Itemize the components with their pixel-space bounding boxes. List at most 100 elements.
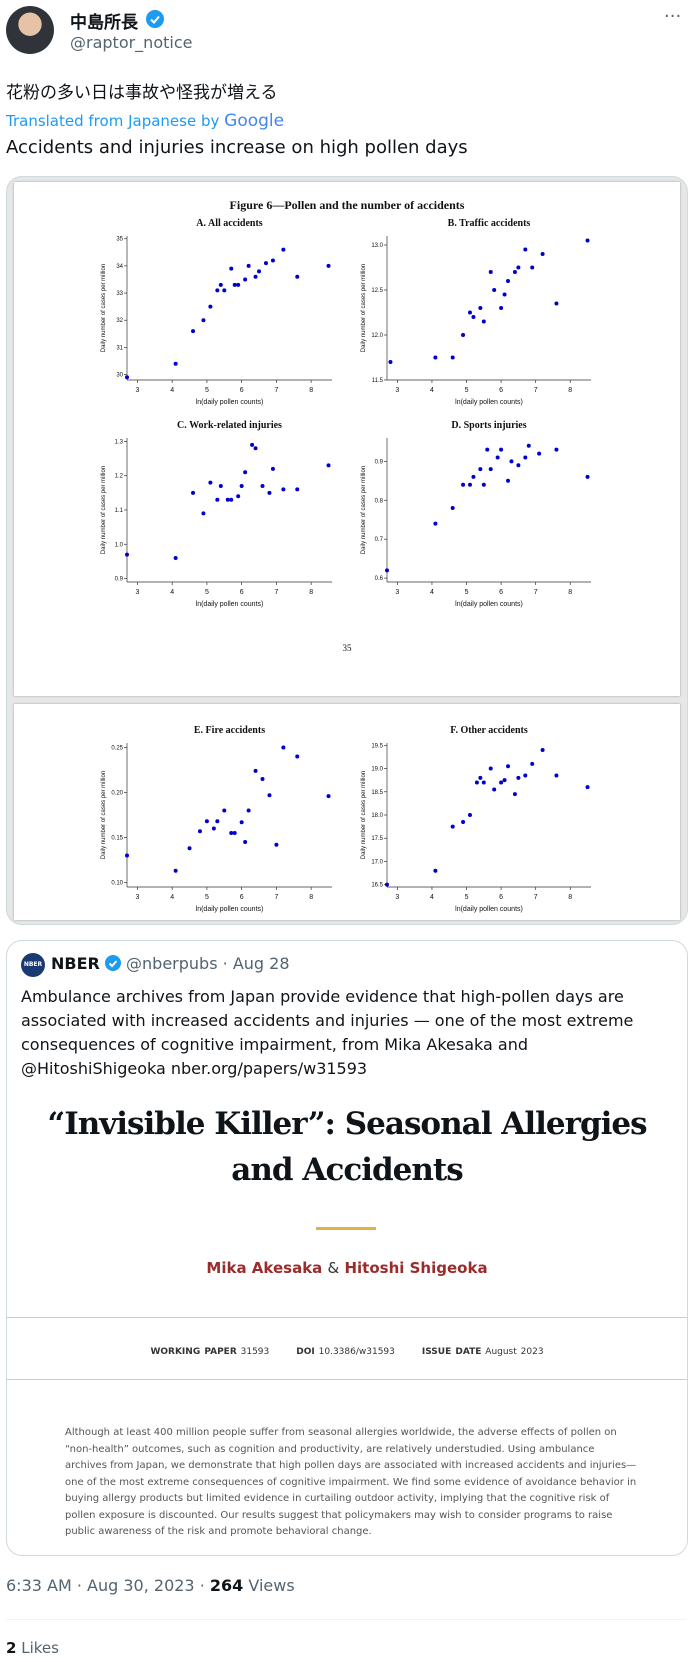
point bbox=[481, 482, 486, 487]
y-tick-label: 17.5 bbox=[371, 836, 383, 842]
meta-value: 10.3386/w31593 bbox=[318, 1347, 395, 1357]
point bbox=[326, 463, 331, 468]
x-tick-label: 6 bbox=[240, 387, 244, 394]
point bbox=[250, 442, 255, 447]
avatar[interactable] bbox=[6, 6, 54, 54]
point bbox=[523, 455, 528, 460]
point bbox=[173, 361, 178, 366]
x-tick-label: 6 bbox=[499, 894, 503, 901]
point bbox=[506, 478, 511, 483]
figure-page bbox=[14, 182, 680, 696]
quote-handle: @nberpubs bbox=[126, 954, 218, 973]
x-tick-label: 7 bbox=[274, 387, 278, 394]
point bbox=[461, 819, 466, 824]
panel-title: C. Work-related injuries bbox=[177, 420, 282, 431]
x-axis-label: ln(daily pollen counts) bbox=[455, 399, 523, 406]
quote-card[interactable]: NBER NBER @nberpubs · Aug 28 Ambulance a… bbox=[6, 940, 688, 1556]
likes[interactable]: 2 Likes bbox=[6, 1639, 59, 1657]
point bbox=[173, 556, 178, 560]
rule bbox=[7, 1317, 687, 1318]
x-tick-label: 5 bbox=[465, 589, 469, 596]
translation-note: Translated from Japanese by Google bbox=[6, 111, 284, 131]
point bbox=[218, 282, 223, 287]
panel-title: D. Sports injuries bbox=[451, 420, 526, 431]
point bbox=[253, 274, 258, 279]
y-tick-label: 13.0 bbox=[371, 243, 383, 249]
more-menu[interactable]: ··· bbox=[664, 6, 682, 27]
y-tick-label: 0.15 bbox=[111, 836, 123, 842]
author-handle[interactable]: @raptor_notice bbox=[70, 33, 193, 52]
tweet-text: 花粉の多い日は事故や怪我が増える bbox=[6, 83, 278, 103]
point bbox=[246, 263, 251, 268]
x-tick-label: 3 bbox=[135, 894, 139, 901]
translated-from: Translated from Japanese by bbox=[6, 112, 220, 130]
x-tick-label: 8 bbox=[568, 387, 572, 394]
y-axis-label: Daily number of cases per million bbox=[361, 264, 367, 352]
point bbox=[585, 785, 590, 790]
point bbox=[125, 853, 129, 858]
y-tick-label: 11.5 bbox=[372, 378, 384, 384]
point bbox=[222, 808, 227, 813]
x-tick-label: 8 bbox=[309, 387, 313, 394]
x-tick-label: 7 bbox=[534, 387, 538, 394]
x-tick-label: 5 bbox=[205, 589, 209, 596]
author: Mika Akesaka bbox=[206, 1259, 323, 1277]
y-tick-label: 0.25 bbox=[111, 746, 123, 752]
views-count: 264 bbox=[209, 1576, 244, 1595]
nber-logo: NBER bbox=[21, 953, 45, 977]
point bbox=[281, 745, 286, 750]
y-axis-label: Daily number of cases per million bbox=[361, 771, 367, 859]
y-tick-label: 31 bbox=[116, 345, 123, 351]
point bbox=[502, 778, 507, 783]
point bbox=[232, 282, 237, 287]
x-tick-label: 6 bbox=[499, 387, 503, 394]
point bbox=[187, 846, 192, 851]
abstract: Although at least 400 million people suf… bbox=[65, 1427, 637, 1537]
point bbox=[208, 480, 213, 485]
point bbox=[201, 511, 206, 516]
panel-title: E. Fire accidents bbox=[194, 725, 265, 736]
point bbox=[585, 238, 590, 243]
point bbox=[239, 820, 244, 825]
point bbox=[433, 868, 438, 873]
point bbox=[229, 497, 234, 502]
y-tick-label: 0.10 bbox=[111, 881, 123, 887]
x-tick-label: 4 bbox=[170, 894, 174, 901]
point bbox=[537, 451, 542, 456]
rule bbox=[6, 1619, 686, 1620]
point bbox=[204, 819, 209, 824]
author-name[interactable]: 中島所長 bbox=[70, 13, 138, 33]
time[interactable]: 6:33 AM · Aug 30, 2023 · bbox=[6, 1576, 210, 1595]
x-axis-label: ln(daily pollen counts) bbox=[196, 601, 264, 608]
x-tick-label: 6 bbox=[240, 894, 244, 901]
point bbox=[474, 780, 479, 785]
point bbox=[173, 868, 178, 873]
y-tick-label: 19.5 bbox=[371, 743, 383, 749]
point bbox=[388, 360, 393, 364]
paper-meta: WORKING PAPER 31593 DOI 10.3386/w31593 I… bbox=[7, 1347, 687, 1357]
point bbox=[516, 463, 521, 468]
y-tick-label: 0.9 bbox=[115, 577, 124, 583]
x-axis-label: ln(daily pollen counts) bbox=[455, 601, 523, 608]
point bbox=[509, 459, 514, 464]
point bbox=[232, 831, 237, 835]
author: Hitoshi Shigeoka bbox=[344, 1259, 488, 1277]
point bbox=[585, 474, 590, 479]
point bbox=[499, 306, 504, 310]
figure-title: Figure 6—Pollen and the number of accide… bbox=[230, 198, 465, 212]
point bbox=[530, 265, 535, 270]
point bbox=[281, 247, 286, 252]
point bbox=[385, 882, 389, 887]
y-tick-label: 0.20 bbox=[111, 791, 123, 797]
point bbox=[215, 819, 220, 824]
x-tick-label: 7 bbox=[274, 589, 278, 596]
y-tick-label: 0.7 bbox=[375, 537, 384, 543]
point bbox=[243, 840, 248, 844]
point bbox=[512, 792, 517, 797]
point bbox=[218, 484, 223, 488]
y-tick-label: 0.9 bbox=[375, 459, 384, 465]
point bbox=[478, 306, 483, 310]
point bbox=[471, 474, 476, 479]
point bbox=[471, 315, 476, 319]
